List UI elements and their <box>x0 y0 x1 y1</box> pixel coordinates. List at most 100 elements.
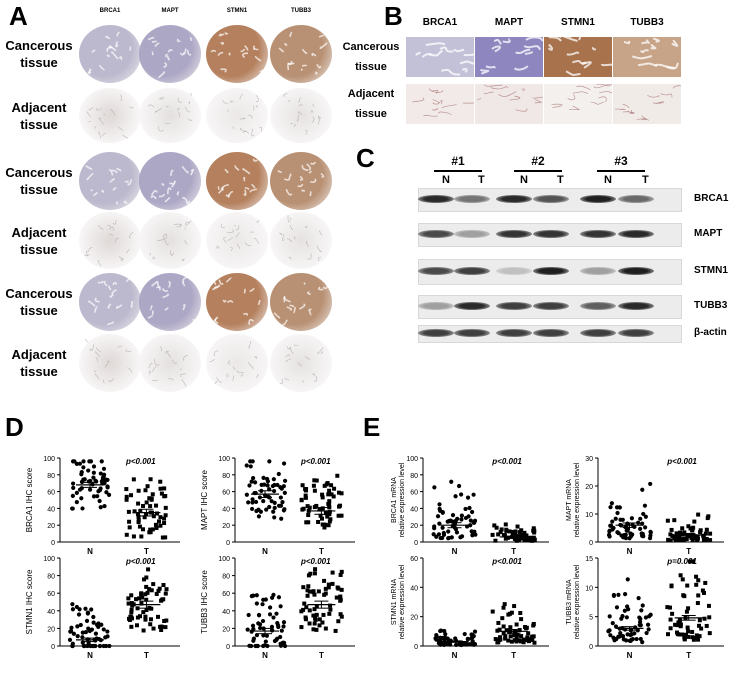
data-point <box>468 518 473 523</box>
data-point <box>677 619 682 624</box>
tissue-core-image <box>79 334 141 392</box>
data-point <box>322 525 327 530</box>
data-point <box>261 498 266 504</box>
tile-texture <box>415 42 481 76</box>
data-point <box>263 639 268 644</box>
tissue-fiber <box>108 169 114 176</box>
tissue-fiber <box>129 106 133 109</box>
data-point <box>459 517 464 522</box>
data-point <box>456 483 462 489</box>
tissue-fiber <box>289 217 292 221</box>
tissue-fiber <box>322 281 329 290</box>
data-point <box>80 630 85 635</box>
data-point <box>701 537 706 542</box>
data-point <box>470 635 475 640</box>
y-tick-label: 100 <box>43 456 55 463</box>
data-point <box>67 637 73 642</box>
data-point <box>708 531 713 536</box>
data-point <box>433 637 438 642</box>
tissue-fiber <box>111 169 118 174</box>
tissue-core-image <box>79 273 141 331</box>
y-axis-label: BRCA1 mRNA <box>391 477 398 523</box>
data-point <box>139 534 144 539</box>
tile-structure <box>502 38 511 44</box>
p-value-label: p<0.001 <box>666 457 697 466</box>
blot-protein-label: TUBB3 <box>694 300 728 311</box>
data-point <box>327 505 332 510</box>
data-point <box>281 461 287 466</box>
data-point <box>628 534 633 539</box>
data-point <box>636 520 641 525</box>
data-point <box>161 583 166 588</box>
tissue-fiber <box>301 380 305 383</box>
data-point <box>623 535 629 541</box>
data-point <box>336 490 341 495</box>
tissue-fiber <box>184 239 188 245</box>
tissue-fiber <box>234 224 236 227</box>
tissue-texture <box>147 36 193 79</box>
tissue-fiber <box>167 49 173 53</box>
tissue-fiber <box>110 109 116 116</box>
tissue-fiber <box>176 190 180 196</box>
data-point <box>130 603 135 608</box>
tile-structure <box>421 53 433 58</box>
tile-texture <box>615 85 687 121</box>
tissue-fiber <box>149 305 153 311</box>
data-point <box>613 516 618 521</box>
data-point <box>514 636 519 641</box>
data-point <box>86 468 91 473</box>
tissue-core-image <box>206 334 268 392</box>
tissue-fiber <box>310 161 317 165</box>
tissue-fiber <box>226 373 230 377</box>
panel-a-column-stmn1: STMN1 <box>226 8 248 14</box>
protein-band <box>533 329 569 337</box>
data-point <box>272 505 277 510</box>
tile-texture <box>547 33 620 76</box>
tissue-texture <box>84 220 134 267</box>
data-point <box>496 532 501 537</box>
tile-texture <box>412 88 479 117</box>
tissue-fiber <box>277 170 283 174</box>
data-point <box>151 582 156 587</box>
tissue-fiber <box>192 319 195 322</box>
tissue-texture <box>273 281 329 327</box>
tissue-fiber <box>128 231 134 238</box>
sample-group-label: #3 <box>614 154 628 168</box>
tissue-fiber <box>306 163 312 171</box>
tissue-fiber <box>183 48 187 55</box>
data-point <box>154 511 159 516</box>
data-point <box>496 640 501 645</box>
tile-structure <box>491 45 501 53</box>
tissue-fiber <box>88 68 92 75</box>
tissue-fiber <box>156 282 161 289</box>
data-point <box>74 499 79 505</box>
tissue-core-image <box>270 273 332 331</box>
data-point <box>147 496 152 501</box>
data-point <box>682 530 687 535</box>
data-point <box>306 513 311 518</box>
data-point <box>124 494 129 499</box>
tissue-texture <box>210 32 266 73</box>
p-value-label: p<0.001 <box>125 457 156 466</box>
y-tick-label: 0 <box>51 644 55 651</box>
tissue-fiber <box>117 345 122 349</box>
tile-structure <box>622 104 630 109</box>
data-point <box>669 527 674 532</box>
data-point <box>323 586 328 591</box>
data-point <box>493 637 498 642</box>
data-point <box>328 603 333 608</box>
tissue-fiber <box>96 108 102 111</box>
tile-structure <box>672 85 687 91</box>
data-point <box>305 588 310 593</box>
tissue-core-image <box>206 273 268 331</box>
tissue-fiber <box>164 307 169 311</box>
tissue-fiber <box>226 300 234 304</box>
data-point <box>262 482 267 487</box>
data-point <box>301 506 306 511</box>
data-point <box>503 634 508 639</box>
data-point <box>620 633 626 639</box>
tissue-fiber <box>285 354 291 357</box>
scatter-plot-tubb3-mrna: 0 5 10 15 TUBB3 mRNA relative expression leve… <box>566 556 724 660</box>
tissue-fiber <box>109 294 113 298</box>
tissue-fiber <box>253 238 259 244</box>
